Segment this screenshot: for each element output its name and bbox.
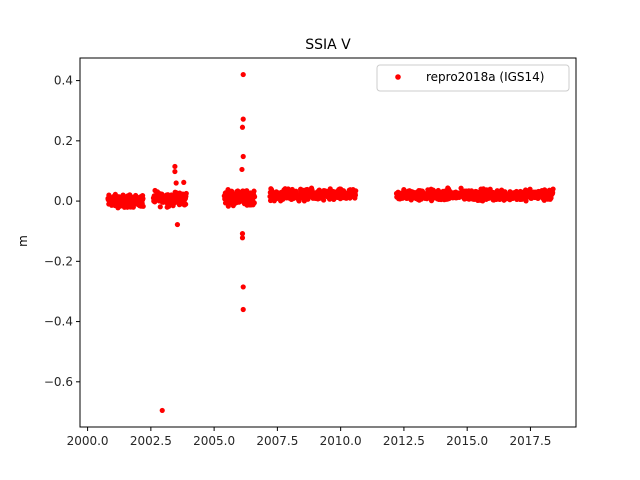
- x-tick-label: 2005.0: [193, 434, 235, 448]
- y-axis-label: m: [16, 235, 30, 247]
- data-point: [352, 192, 359, 198]
- y-tick-label: −0.4: [44, 315, 73, 329]
- outlier-point: [240, 71, 246, 78]
- outlier-point: [239, 166, 245, 173]
- outlier-point: [240, 116, 246, 122]
- outlier-point: [240, 306, 246, 313]
- x-tick-label: 2002.5: [130, 434, 172, 448]
- legend: repro2018a (IGS14): [376, 64, 570, 92]
- data-point: [140, 203, 146, 209]
- legend-box: [376, 64, 570, 92]
- data-point: [458, 185, 464, 191]
- outlier-point: [239, 231, 246, 237]
- x-tick-label: 2010.0: [320, 434, 362, 448]
- outlier-point: [173, 180, 179, 186]
- legend-marker: [395, 74, 401, 80]
- data-point: [183, 190, 189, 197]
- y-tick-label: −0.2: [44, 254, 73, 268]
- outlier-point: [181, 179, 187, 186]
- outlier-point: [174, 221, 181, 228]
- data-point: [523, 198, 529, 204]
- data-point: [140, 196, 146, 202]
- x-tick-label: 2017.5: [509, 434, 551, 448]
- outlier-point: [172, 168, 178, 175]
- legend-label: repro2018a (IGS14): [426, 70, 544, 84]
- plot-frame: [79, 57, 577, 428]
- outlier-point: [239, 124, 246, 130]
- y-tick-label: 0.4: [54, 74, 73, 88]
- data-point: [251, 200, 257, 206]
- y-axis-ticks: −0.6 −0.4 −0.2 0.0 0.2 0.4: [44, 74, 80, 389]
- outlier-point: [240, 284, 246, 290]
- x-tick-label: 2015.0: [446, 434, 488, 448]
- y-tick-label: 0.2: [54, 134, 73, 148]
- outlier-point: [159, 407, 165, 414]
- data-point: [251, 188, 257, 194]
- x-tick-label: 2012.5: [383, 434, 425, 448]
- data-points: [105, 71, 556, 414]
- data-point: [235, 188, 241, 194]
- data-point: [550, 186, 556, 192]
- x-tick-label: 2000.0: [67, 434, 109, 448]
- y-tick-label: −0.6: [44, 375, 73, 389]
- x-axis-ticks: 2000.0 2002.5 2005.0 2007.5 2010.0 2012.5 2015…: [67, 427, 551, 448]
- outlier-point: [240, 153, 246, 160]
- chart-title: SSIA V: [305, 37, 351, 53]
- data-point: [157, 204, 163, 210]
- y-tick-label: 0.0: [54, 194, 73, 208]
- data-point: [183, 201, 189, 207]
- x-tick-label: 2007.5: [256, 434, 298, 448]
- data-point: [321, 197, 327, 203]
- data-point: [251, 194, 258, 200]
- outlier-point: [172, 163, 178, 170]
- outlier-point: [239, 235, 246, 241]
- data-point: [353, 188, 359, 194]
